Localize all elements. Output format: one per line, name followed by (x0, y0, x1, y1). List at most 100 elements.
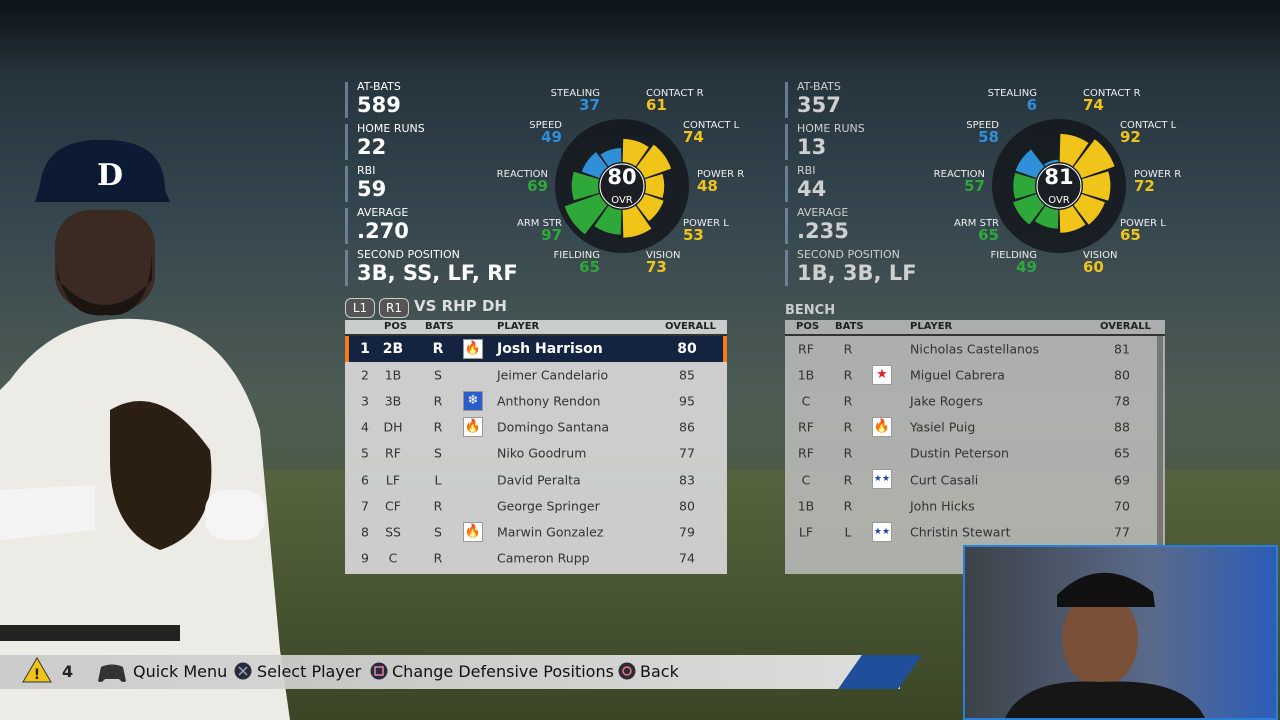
overall-disc (599, 163, 645, 209)
rating-value: 57 (964, 177, 985, 195)
rating-segment (1015, 149, 1045, 178)
stat-label: HOME RUNS (797, 122, 865, 135)
stat-value: .235 (797, 219, 849, 243)
table-cell: 1 (360, 341, 370, 357)
overall-value: 80 (607, 165, 636, 189)
rating-segment (581, 152, 608, 178)
rating-segment (622, 205, 652, 238)
rating-label: POWER L (683, 218, 729, 229)
stat-value: 589 (357, 93, 401, 117)
table-cell: R (433, 393, 443, 409)
table-cell: R (843, 445, 853, 461)
table-cell: R (843, 472, 853, 487)
rating-label: VISION (646, 250, 680, 261)
rating-value: 60 (1083, 258, 1104, 276)
table-cell: 6 (361, 472, 369, 487)
bench-title: BENCH (785, 303, 836, 318)
table-cell: 1B (384, 367, 402, 383)
table-cell: 3B (384, 393, 402, 409)
table-cell: C (388, 550, 398, 566)
stat-marker (345, 208, 348, 244)
rating-label: CONTACT L (683, 120, 740, 131)
table-cell: RF (385, 445, 401, 461)
table-cell: Christin Stewart (910, 524, 1011, 540)
rating-segment (1013, 194, 1045, 225)
table-cell: S (434, 367, 442, 383)
table-cell: Jeimer Candelario (497, 367, 609, 383)
table-cell: R (433, 550, 443, 566)
controller-icon (98, 664, 126, 683)
rating-segment (594, 205, 622, 235)
table-cell: 74 (679, 550, 695, 566)
rating-label: FIELDING (554, 250, 600, 261)
stat-label: RBI (797, 164, 816, 177)
hot-icon: 🔥 (463, 339, 483, 359)
stat-marker (345, 250, 348, 286)
table-cell: R (843, 341, 853, 357)
column-header: OVERALL (1100, 321, 1151, 332)
table-cell: R (843, 367, 853, 383)
rating-segment (1013, 173, 1036, 199)
table-cell: 8 (361, 524, 369, 540)
table-row[interactable] (785, 493, 1165, 519)
star-icon: ★★ (872, 522, 892, 542)
alert-count: 4 (62, 662, 74, 681)
rating-label: CONTACT R (1083, 88, 1141, 99)
webcam-overlay (963, 545, 1278, 720)
table-cell: 81 (1114, 341, 1130, 357)
table-cell: 5 (361, 445, 369, 461)
stat-label: HOME RUNS (357, 122, 425, 135)
rating-label: CONTACT L (1120, 120, 1177, 131)
selected-row[interactable] (345, 336, 727, 362)
lineup-table: POS BATS PLAYER OVERALL 1 2B R Josh Harrison 80 2… (345, 320, 727, 574)
table-cell: Miguel Cabrera (910, 367, 1005, 383)
rating-label: POWER L (1120, 218, 1166, 229)
action-change-positions[interactable]: Change Defensive Positions (392, 662, 614, 681)
stat-marker (785, 208, 788, 244)
action-quick-menu[interactable]: Quick Menu (133, 662, 228, 681)
stat-value: 1B, 3B, LF (797, 261, 917, 285)
table-cell: RF (798, 419, 814, 435)
table-cell: R (432, 341, 444, 357)
rating-label: SPEED (966, 120, 999, 131)
table-cell: 3 (361, 393, 369, 409)
footer-bar (0, 655, 900, 689)
table-cell: Josh Harrison (497, 341, 603, 357)
overall-disc (1036, 163, 1082, 209)
action-back[interactable]: Back (640, 662, 679, 681)
table-cell: 77 (1114, 524, 1130, 540)
column-header: BATS (425, 321, 454, 332)
rating-value: 65 (579, 258, 600, 276)
rating-segment (645, 174, 665, 198)
overall-label: OVR (611, 195, 633, 206)
column-header: BATS (835, 321, 864, 332)
tab-r1[interactable]: R1 (379, 298, 409, 318)
rating-value: 48 (697, 177, 718, 195)
stat-label: SECOND POSITION (357, 248, 460, 261)
hot-icon: 🔥 (463, 417, 483, 437)
alert-icon: ! (22, 657, 52, 683)
stat-label: RBI (357, 164, 376, 177)
table-cell: John Hicks (910, 498, 975, 514)
stat-marker (345, 82, 348, 118)
table-cell: 4 (361, 419, 369, 435)
action-select-player[interactable]: Select Player (257, 662, 362, 681)
cold-icon: ❄ (463, 391, 483, 411)
table-cell: R (843, 498, 853, 514)
table-cell: L (434, 472, 442, 487)
rating-value: 58 (978, 128, 999, 146)
rating-segment (1073, 139, 1115, 178)
stat-marker (785, 124, 788, 160)
rating-segment (1044, 159, 1059, 167)
streamer (1005, 572, 1205, 718)
rating-value: 37 (579, 96, 600, 114)
square-button (370, 662, 388, 680)
tab-l1[interactable]: L1 (345, 298, 375, 318)
table-cell: CF (385, 498, 401, 514)
table-cell: 80 (679, 498, 695, 514)
rating-value: 6 (1027, 96, 1037, 114)
stat-value: 44 (797, 177, 827, 201)
table-cell: 70 (1114, 498, 1130, 514)
